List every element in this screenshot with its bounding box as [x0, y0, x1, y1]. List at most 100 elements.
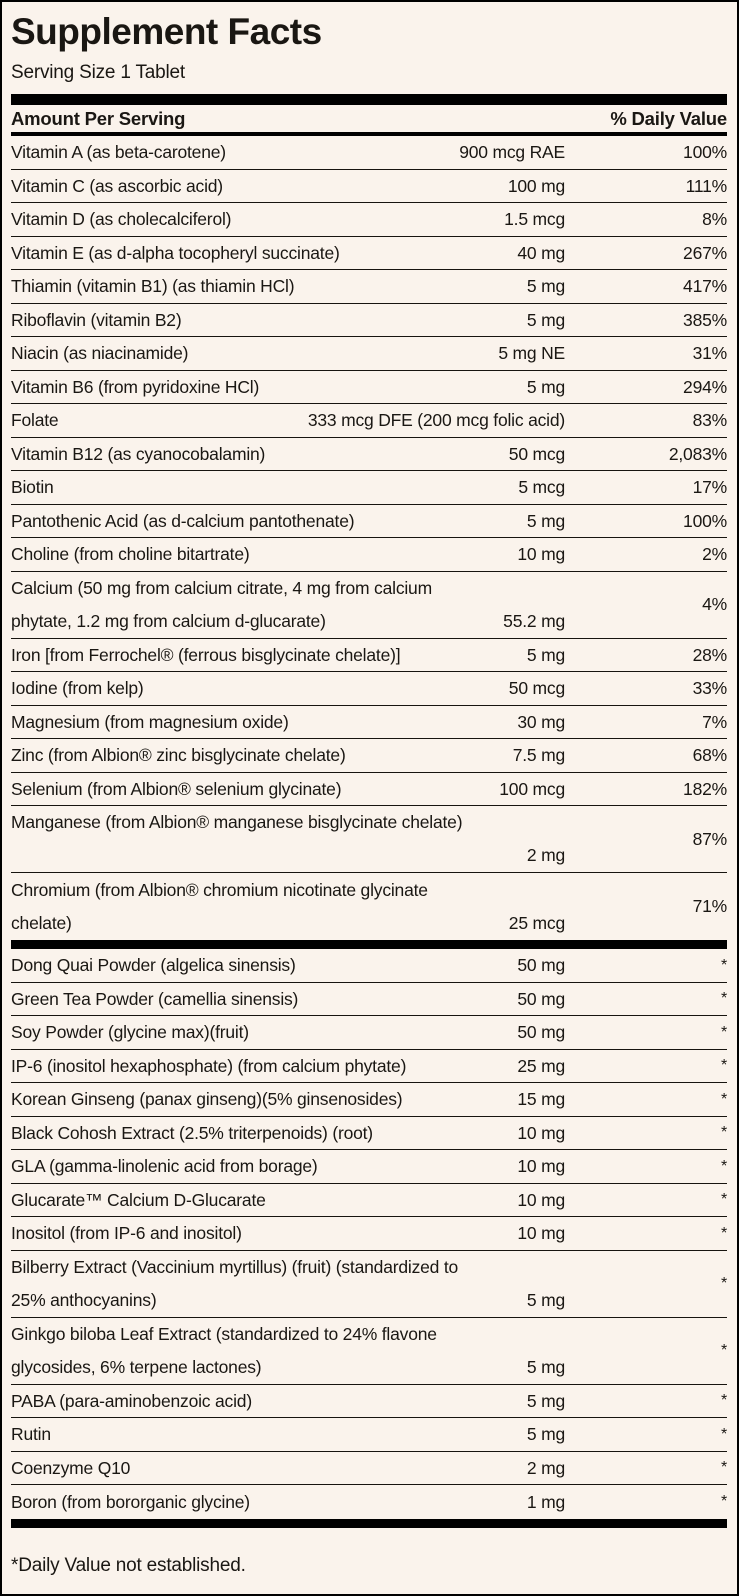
ingredient-amount: 5 mg: [526, 1289, 565, 1310]
daily-value: *: [720, 1124, 727, 1142]
ingredient-amount: 40 mg: [517, 242, 565, 263]
ingredient-name: Coenzyme Q10: [11, 1457, 131, 1478]
ingredient-cell: Vitamin B6 (from pyridoxine HCl) 5 mg: [11, 377, 565, 398]
ingredient-amount: 50 mg: [517, 1022, 565, 1043]
ingredient-amount: 55.2 mg: [503, 610, 565, 631]
daily-value: 100%: [683, 510, 727, 531]
ingredient-amount: 900 mcg RAE: [459, 142, 565, 163]
daily-value-footnote: *Daily Value not established.: [11, 1554, 246, 1576]
table-row: Pantothenic Acid (as d-calcium pantothen…: [11, 505, 727, 539]
daily-value: *: [720, 1274, 727, 1292]
ingredient-name: Pantothenic Acid (as d-calcium pantothen…: [11, 510, 355, 531]
ingredient-name: Boron (from bororganic glycine): [11, 1491, 250, 1512]
ingredient-amount: 30 mg: [517, 711, 565, 732]
ingredient-name: Riboflavin (vitamin B2): [11, 309, 182, 330]
ingredient-name: Vitamin B12 (as cyanocobalamin): [11, 443, 266, 464]
daily-value: *: [720, 1057, 727, 1075]
table-row: Biotin 5 mcg 17%: [11, 471, 727, 505]
ingredient-amount: 50 mcg: [508, 443, 565, 464]
ingredient-cell: Biotin 5 mcg: [11, 477, 565, 498]
table-row: Vitamin A (as beta-carotene) 900 mcg RAE 1…: [11, 136, 727, 170]
daily-value: *: [720, 1392, 727, 1410]
ingredient-name-continued: phytate, 1.2 mg from calcium d-glucarate…: [11, 610, 326, 631]
table-row: Riboflavin (vitamin B2) 5 mg 385%: [11, 304, 727, 338]
ingredient-amount: 10 mg: [517, 1122, 565, 1143]
ingredient-name: Rutin: [11, 1424, 51, 1445]
ingredient-cell: Selenium (from Albion® selenium glycinat…: [11, 779, 565, 800]
section-divider-bar: [11, 940, 727, 950]
ingredient-cell: Vitamin C (as ascorbic acid) 100 mg: [11, 176, 565, 197]
ingredient-amount: 1 mg: [526, 1491, 565, 1512]
table-row: PABA (para-aminobenzoic acid) 5 mg *: [11, 1385, 727, 1419]
daily-value-header: % Daily Value: [610, 107, 727, 129]
ingredient-name: Manganese (from Albion® manganese bisgly…: [11, 812, 463, 833]
table-row: Soy Powder (glycine max)(fruit) 50 mg *: [11, 1016, 727, 1050]
ingredient-name: Iodine (from kelp): [11, 678, 144, 699]
ingredient-amount: 5 mg: [526, 276, 565, 297]
daily-value: 17%: [692, 477, 728, 498]
ingredient-cell: Iodine (from kelp) 50 mcg: [11, 678, 565, 699]
ingredient-amount: 50 mg: [517, 955, 565, 976]
serving-size: Serving Size 1 Tablet: [11, 62, 185, 84]
daily-value: *: [720, 1459, 727, 1477]
table-row: Zinc (from Albion® zinc bisglycinate che…: [11, 739, 727, 773]
ingredient-cell: Manganese (from Albion® manganese bisgly…: [11, 806, 565, 872]
top-divider-bar: [11, 94, 727, 106]
ingredient-amount: 50 mg: [517, 988, 565, 1009]
table-row: Thiamin (vitamin B1) (as thiamin HCl) 5 m…: [11, 270, 727, 304]
ingredient-cell: Dong Quai Powder (algelica sinensis) 50 m…: [11, 955, 565, 976]
ingredient-amount: 5 mcg: [518, 477, 565, 498]
ingredient-cell: Soy Powder (glycine max)(fruit) 50 mg: [11, 1022, 565, 1043]
ingredient-amount: 15 mg: [517, 1089, 565, 1110]
ingredient-name: Inositol (from IP-6 and inositol): [11, 1223, 242, 1244]
daily-value: 71%: [692, 896, 728, 917]
ingredient-cell: Green Tea Powder (camellia sinensis) 50 m…: [11, 989, 565, 1010]
ingredient-amount: 5 mg: [526, 1390, 565, 1411]
ingredient-name: Glucarate™ Calcium D-Glucarate: [11, 1189, 266, 1210]
ingredient-name: Bilberry Extract (Vaccinium myrtillus) (…: [11, 1256, 459, 1277]
ingredient-name: Chromium (from Albion® chromium nicotina…: [11, 879, 428, 900]
ingredient-name-continued: chelate): [11, 912, 72, 933]
daily-value: *: [720, 1493, 727, 1511]
ingredient-name: Vitamin E (as d-alpha tocopheryl succina…: [11, 242, 340, 263]
table-row: Iodine (from kelp) 50 mcg 33%: [11, 672, 727, 706]
ingredient-amount: 10 mg: [517, 1223, 565, 1244]
table-row: Green Tea Powder (camellia sinensis) 50 m…: [11, 983, 727, 1017]
ingredient-cell: Folate 333 mcg DFE (200 mcg folic acid): [11, 410, 565, 431]
panel-title: Supplement Facts: [11, 11, 322, 52]
daily-value: *: [720, 1191, 727, 1209]
ingredient-cell: Coenzyme Q10 2 mg: [11, 1458, 565, 1479]
daily-value: 8%: [702, 209, 727, 230]
table-row: Inositol (from IP-6 and inositol) 10 mg *: [11, 1217, 727, 1251]
ingredient-cell: Riboflavin (vitamin B2) 5 mg: [11, 310, 565, 331]
daily-value: *: [720, 1341, 727, 1359]
ingredient-amount: 333 mcg DFE (200 mcg folic acid): [307, 410, 565, 431]
daily-value: 2%: [702, 544, 727, 565]
ingredient-cell: Iron [from Ferrochel® (ferrous bisglycin…: [11, 645, 565, 666]
ingredient-cell: IP-6 (inositol hexaphosphate) (from calc…: [11, 1056, 565, 1077]
table-row: Bilberry Extract (Vaccinium myrtillus) (…: [11, 1251, 727, 1318]
table-row: Vitamin B12 (as cyanocobalamin) 50 mcg 2,0…: [11, 438, 727, 472]
ingredient-cell: Black Cohosh Extract (2.5% triterpenoids…: [11, 1123, 565, 1144]
ingredient-amount: 25 mg: [517, 1055, 565, 1076]
daily-value: 68%: [692, 745, 728, 766]
ingredient-name: Selenium (from Albion® selenium glycinat…: [11, 778, 342, 799]
ingredient-cell: Ginkgo biloba Leaf Extract (standardized…: [11, 1318, 565, 1384]
vitamins-minerals-section: Vitamin A (as beta-carotene) 900 mcg RAE 1…: [11, 136, 727, 940]
ingredient-name: Calcium (50 mg from calcium citrate, 4 m…: [11, 577, 432, 598]
ingredient-name: Niacin (as niacinamide): [11, 343, 189, 364]
daily-value: 100%: [683, 142, 727, 163]
ingredient-name: Choline (from choline bitartrate): [11, 544, 250, 565]
ingredient-amount: 50 mcg: [508, 678, 565, 699]
ingredient-cell: Boron (from bororganic glycine) 1 mg: [11, 1492, 565, 1513]
ingredient-name: PABA (para-aminobenzoic acid): [11, 1390, 252, 1411]
table-row: Boron (from bororganic glycine) 1 mg *: [11, 1485, 727, 1519]
ingredient-name: Soy Powder (glycine max)(fruit): [11, 1022, 249, 1043]
ingredient-amount: 1.5 mcg: [504, 209, 565, 230]
ingredient-amount: 100 mg: [507, 175, 565, 196]
ingredient-amount: 10 mg: [517, 544, 565, 565]
ingredient-amount: 5 mg: [526, 1356, 565, 1377]
daily-value: 417%: [683, 276, 727, 297]
table-row: Vitamin C (as ascorbic acid) 100 mg 111%: [11, 170, 727, 204]
